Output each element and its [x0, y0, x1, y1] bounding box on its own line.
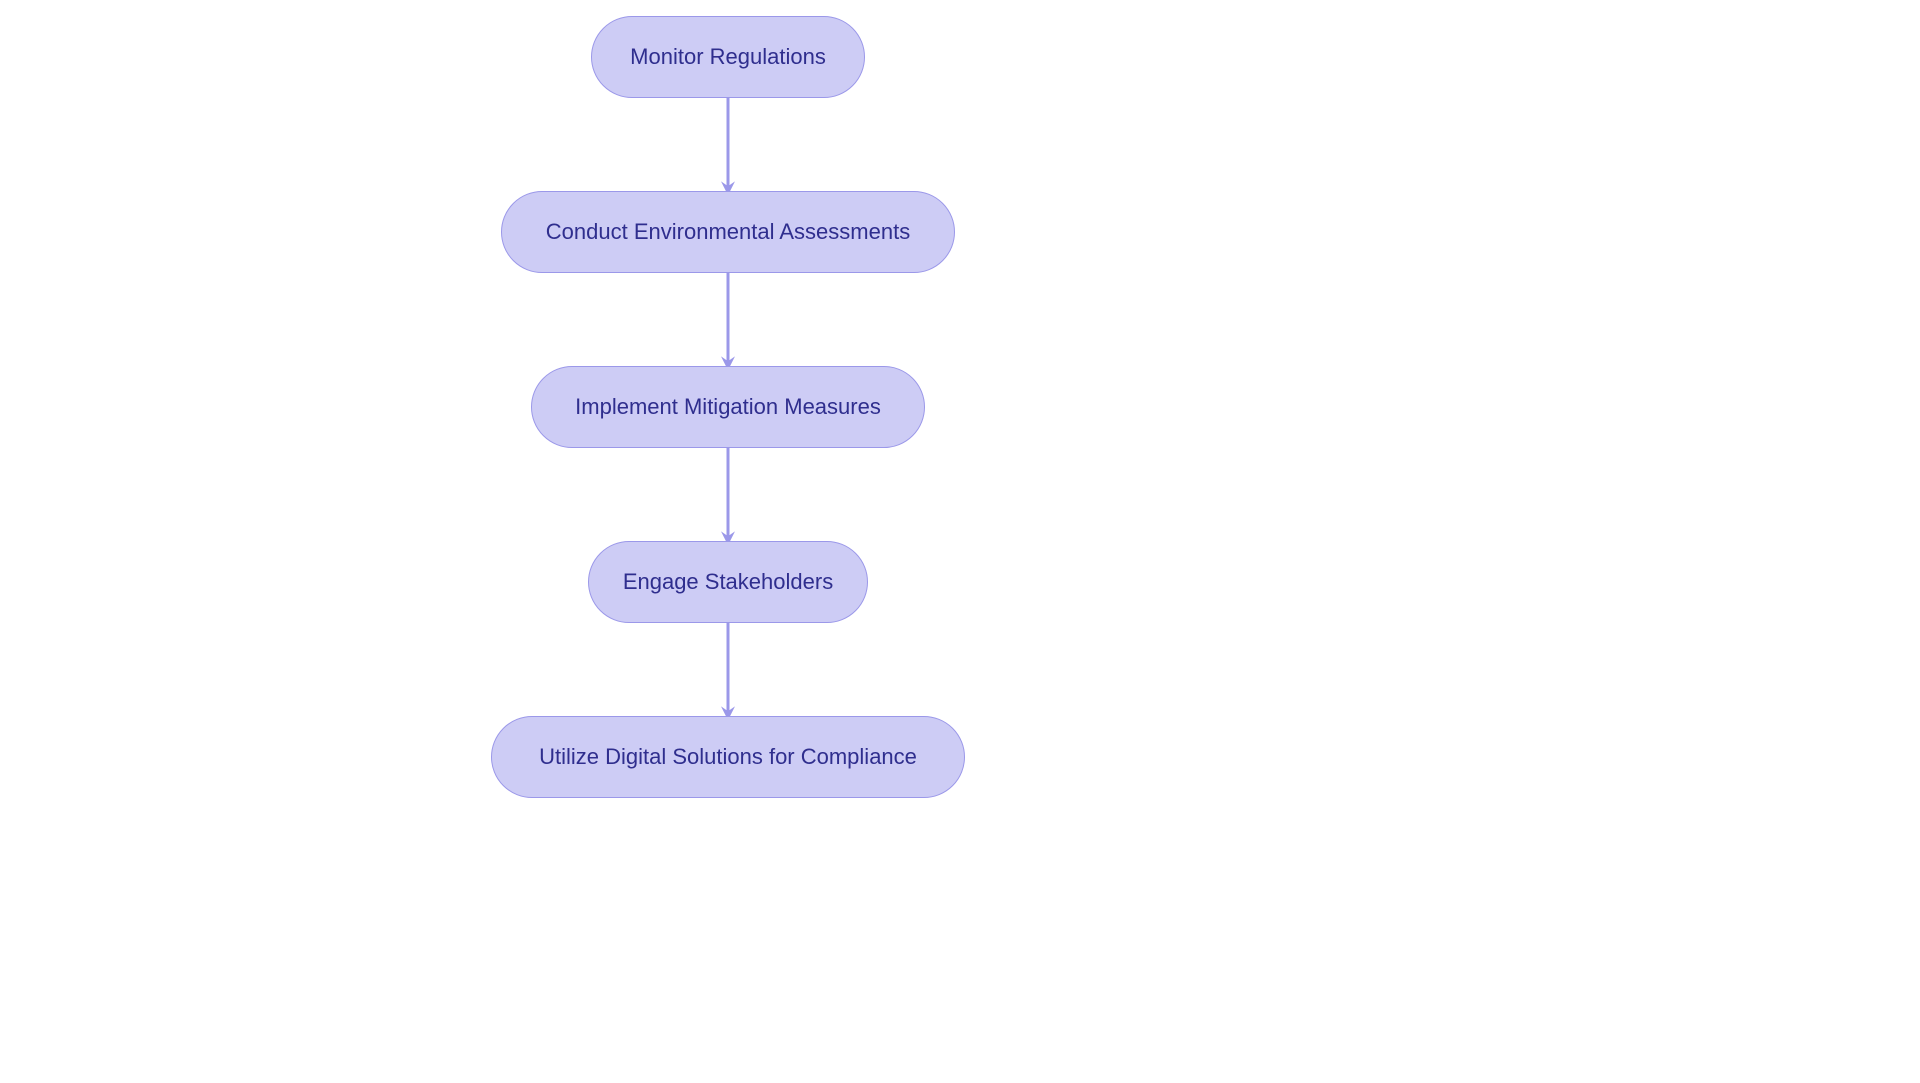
flowchart-node-n5: Utilize Digital Solutions for Compliance	[491, 716, 965, 798]
flowchart-node-n4: Engage Stakeholders	[588, 541, 868, 623]
flowchart-arrows	[0, 0, 1920, 1083]
flowchart-node-label: Engage Stakeholders	[623, 569, 833, 595]
flowchart-node-label: Implement Mitigation Measures	[575, 394, 881, 420]
flowchart-canvas: Monitor Regulations Conduct Environmental…	[0, 0, 1920, 1083]
flowchart-node-label: Monitor Regulations	[630, 44, 826, 70]
flowchart-node-label: Utilize Digital Solutions for Compliance	[539, 744, 917, 770]
flowchart-node-n2: Conduct Environmental Assessments	[501, 191, 955, 273]
flowchart-node-n3: Implement Mitigation Measures	[531, 366, 925, 448]
flowchart-node-n1: Monitor Regulations	[591, 16, 865, 98]
flowchart-node-label: Conduct Environmental Assessments	[546, 219, 910, 245]
